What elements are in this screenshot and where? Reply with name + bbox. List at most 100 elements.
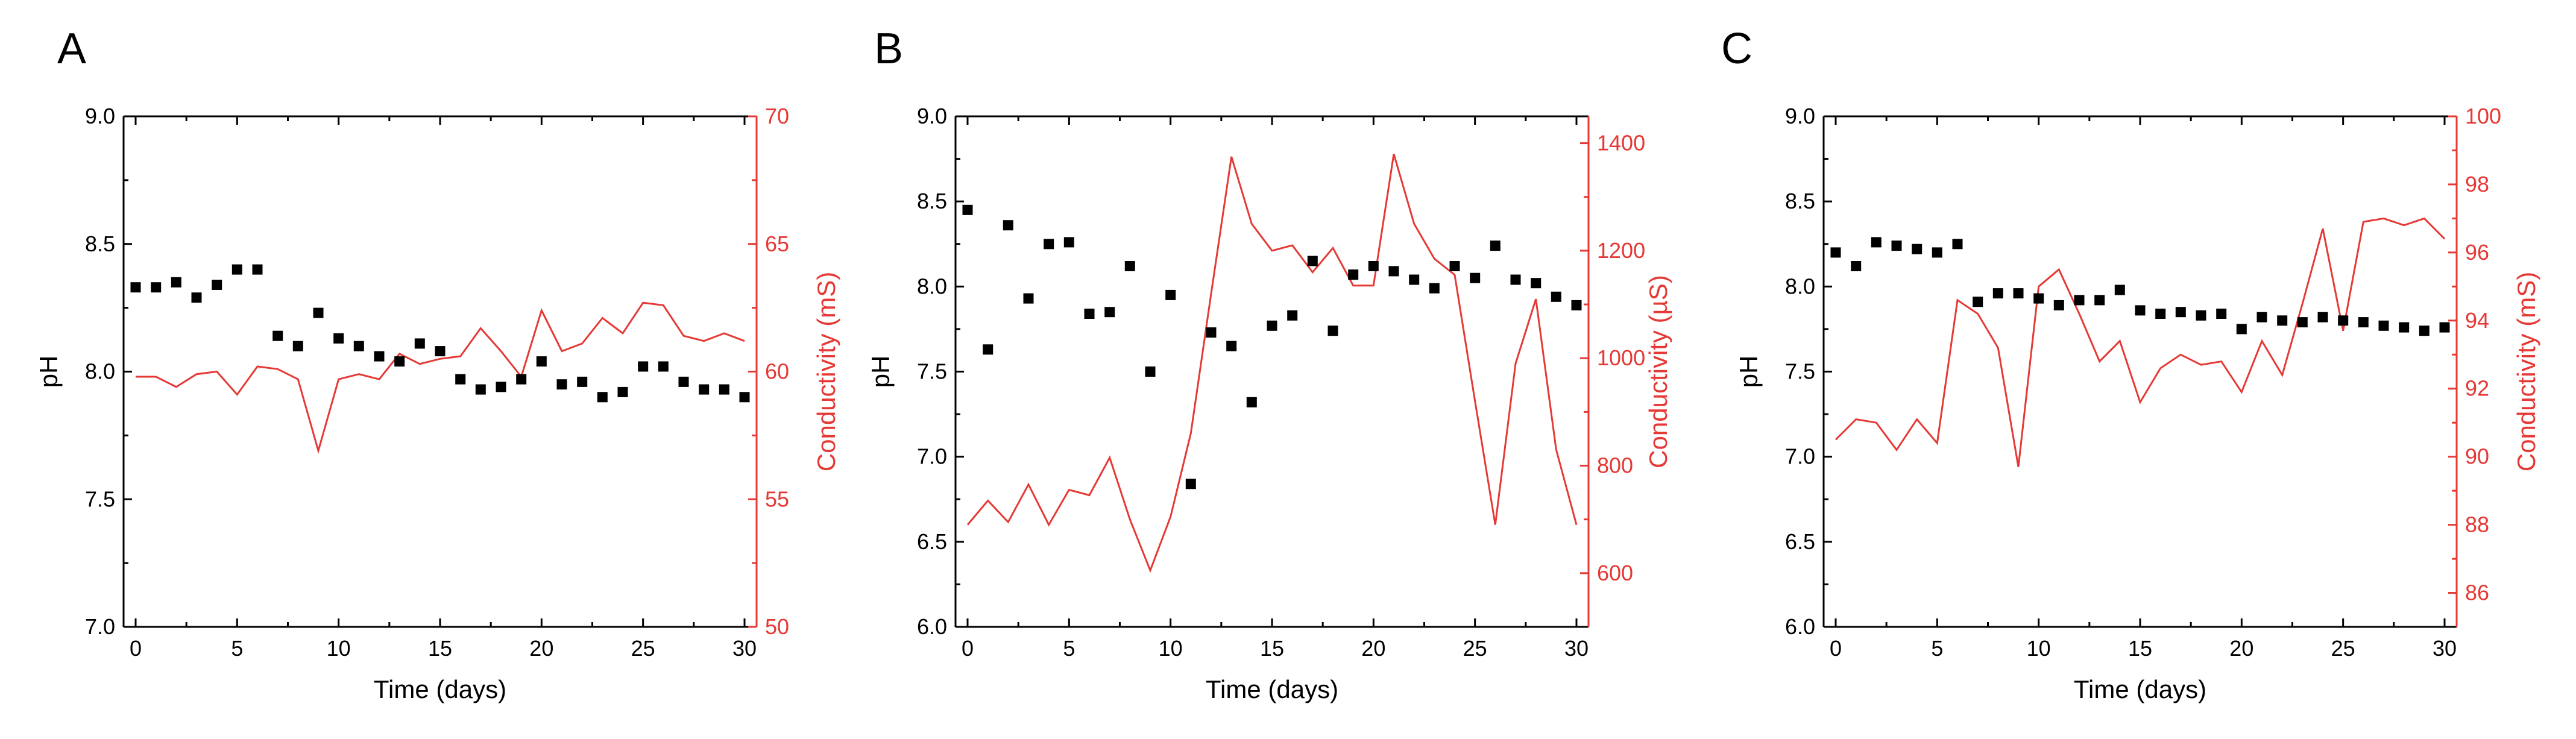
ph-point: [252, 264, 263, 275]
ph-point: [2277, 315, 2288, 326]
ph-point: [333, 333, 344, 344]
x-tick-label: 20: [2229, 636, 2253, 661]
ph-point: [699, 384, 710, 395]
ph-point: [2114, 285, 2125, 295]
y-tick-label: 8.0: [1785, 274, 1815, 298]
ph-point: [2155, 309, 2166, 319]
y-tick-label: 6.5: [917, 529, 947, 554]
ph-point: [536, 356, 547, 367]
ph-point: [1145, 366, 1156, 377]
ph-point: [475, 384, 486, 395]
y-axis-label: pH: [1734, 356, 1763, 388]
x-tick-label: 30: [732, 636, 757, 661]
y2-tick-label: 98: [2465, 172, 2489, 197]
conductivity-line: [1834, 217, 2446, 467]
y2-tick-label: 1000: [1597, 345, 1645, 370]
x-tick-label: 20: [529, 636, 553, 661]
x-tick-label: 30: [2433, 636, 2457, 661]
ph-point: [1185, 479, 1196, 489]
x-axis-label: Time (days): [374, 675, 506, 703]
ph-point: [1246, 397, 1257, 407]
y2-tick-label: 600: [1597, 561, 1633, 585]
ph-point: [962, 204, 973, 215]
x-tick-label: 0: [962, 636, 974, 661]
ph-point: [1124, 261, 1135, 271]
ph-point: [1023, 293, 1034, 304]
y2-tick-label: 55: [765, 486, 789, 511]
ph-point: [394, 356, 405, 367]
ph-point: [231, 264, 242, 275]
ph-point: [2378, 320, 2389, 331]
ph-point: [353, 341, 364, 351]
ph-point: [212, 280, 222, 290]
ph-point: [1830, 247, 1841, 258]
ph-point: [1063, 237, 1074, 248]
y-axis-label: pH: [866, 356, 895, 388]
y-tick-label: 7.0: [1785, 444, 1815, 469]
ph-point: [1307, 256, 1318, 266]
y-tick-label: 7.5: [1785, 359, 1815, 384]
ph-point: [1044, 239, 1054, 250]
ph-point: [151, 282, 162, 293]
y-tick-label: 8.0: [85, 359, 115, 384]
y-axis-label: pH: [34, 356, 63, 388]
ph-point: [2419, 325, 2430, 336]
x-tick-label: 15: [1260, 636, 1284, 661]
ph-point: [577, 376, 588, 387]
x-tick-label: 5: [231, 636, 243, 661]
x-tick-label: 25: [631, 636, 655, 661]
ph-point: [1084, 309, 1095, 319]
ph-point: [516, 374, 527, 385]
ph-point: [1851, 261, 1862, 271]
ph-point: [1388, 266, 1399, 277]
y2-tick-label: 88: [2465, 512, 2489, 537]
conductivity-line: [966, 153, 1578, 573]
ph-point: [2216, 309, 2227, 319]
y-tick-label: 9.0: [85, 104, 115, 128]
ph-point: [2053, 300, 2064, 310]
ph-point: [1932, 247, 1942, 258]
x-tick-label: 15: [428, 636, 452, 661]
ph-point: [719, 384, 729, 395]
ph-point: [1973, 297, 1983, 307]
ph-point: [1165, 289, 1176, 300]
y-tick-label: 8.5: [85, 231, 115, 256]
x-tick-label: 30: [1564, 636, 1589, 661]
ph-point: [130, 282, 141, 293]
y2-tick-label: 1400: [1597, 131, 1645, 156]
ph-point: [2338, 315, 2349, 326]
ph-point: [2135, 305, 2146, 316]
conductivity-line: [136, 301, 745, 454]
ph-point: [556, 379, 567, 390]
y2-axis-label: Conductivity (µS): [1644, 275, 1672, 468]
y-tick-label: 7.0: [85, 614, 115, 639]
ph-point: [678, 376, 689, 387]
ph-point: [1510, 274, 1521, 285]
panel-b: B 0 5 10 15 20 25 30 6.0 6.5 7.0 7.5 8.0 8.5 9.0 600 800…: [866, 25, 1672, 703]
ph-point: [1348, 269, 1359, 280]
y2-tick-label: 50: [765, 614, 789, 639]
ph-point: [1226, 341, 1237, 351]
ph-point: [313, 307, 324, 318]
ph-point: [1429, 283, 1440, 294]
y2-axis-label: Conductivity (mS): [812, 272, 840, 471]
x-tick-label: 0: [130, 636, 142, 661]
ph-point: [374, 351, 385, 362]
y2-tick-label: 70: [765, 104, 789, 128]
ph-point: [1992, 288, 2003, 299]
panel-label: C: [1721, 25, 1752, 73]
panel-label: B: [874, 25, 903, 73]
ph-point: [1206, 327, 1217, 338]
y-tick-label: 8.0: [917, 274, 947, 298]
ph-point: [496, 382, 506, 392]
x-tick-label: 10: [1159, 636, 1183, 661]
y2-tick-label: 96: [2465, 240, 2489, 265]
y-tick-label: 6.5: [1785, 529, 1815, 554]
ph-point: [455, 374, 466, 385]
ph-point: [2439, 322, 2450, 333]
x-tick-label: 10: [327, 636, 351, 661]
x-tick-label: 25: [1463, 636, 1487, 661]
ph-point: [2256, 312, 2267, 322]
panel-c: C 0 5 10 15 20 25 30 6.0 6.5 7.0 7.5 8.0 8.5 9.0 86 88 90…: [1721, 25, 2540, 703]
